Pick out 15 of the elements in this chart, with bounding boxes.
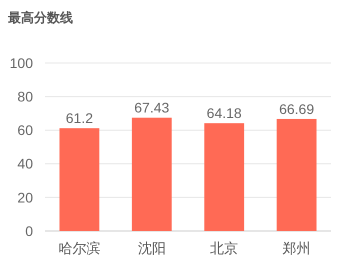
- data-label: 67.43: [134, 100, 170, 116]
- x-tick-label: 北京: [210, 240, 238, 256]
- data-label: 61.2: [66, 110, 94, 126]
- chart-title: 最高分数线: [7, 10, 73, 25]
- data-label: 66.69: [279, 100, 314, 117]
- x-tick-label: 哈尔滨: [58, 240, 100, 256]
- y-tick-label: 80: [17, 88, 34, 104]
- x-tick-label: 郑州: [282, 240, 311, 256]
- y-tick-label: 0: [25, 222, 34, 239]
- x-tick-label: 沈阳: [138, 240, 166, 256]
- y-tick-label: 20: [17, 189, 34, 206]
- y-tick-label: 60: [17, 122, 34, 138]
- y-tick-label: 40: [17, 156, 34, 172]
- y-tick-label: 100: [10, 54, 34, 71]
- data-label: 64.18: [206, 105, 242, 122]
